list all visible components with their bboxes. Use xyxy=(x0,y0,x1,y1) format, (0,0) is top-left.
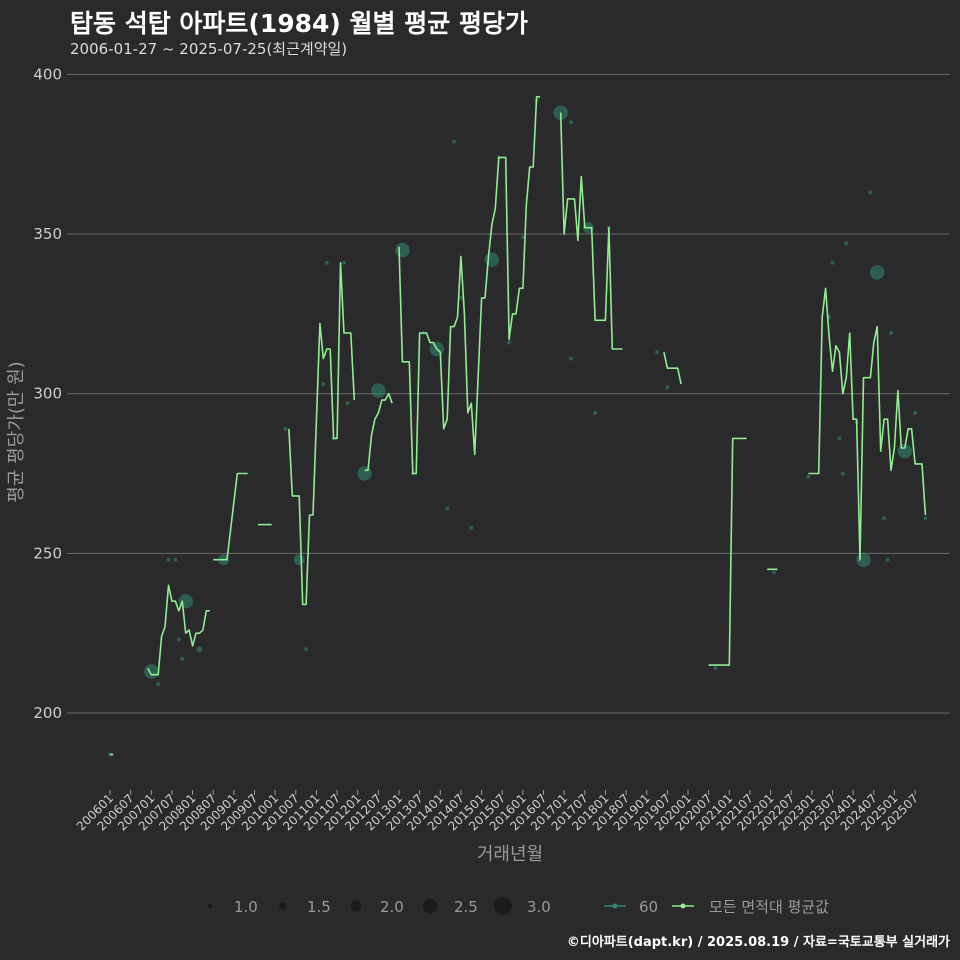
data-point xyxy=(304,647,309,652)
data-point xyxy=(484,252,500,267)
legend-size-dot xyxy=(279,902,287,910)
y-tick-label: 350 xyxy=(33,225,62,243)
series-line xyxy=(663,352,682,385)
legend-size-label: 3.0 xyxy=(527,898,551,916)
data-point xyxy=(856,552,871,567)
data-point xyxy=(882,516,887,521)
series-60-points xyxy=(108,97,928,757)
legend-size-dot xyxy=(208,904,212,908)
x-axis-title: 거래년월 xyxy=(477,844,543,865)
y-tick-label: 200 xyxy=(33,704,62,722)
series-line xyxy=(288,262,356,606)
series-average-lines xyxy=(110,96,927,756)
data-point xyxy=(452,139,457,144)
chart-legend: 1.0 1.5 2.0 2.5 3.0 60 모든 면적대 평균값 xyxy=(208,897,829,916)
y-tick-label: 250 xyxy=(33,544,62,562)
data-point xyxy=(156,682,161,687)
data-point xyxy=(713,666,718,671)
data-point xyxy=(830,260,835,265)
legend-avg-label: 모든 면적대 평균값 xyxy=(709,898,829,916)
series-line xyxy=(708,437,747,666)
legend-avg-dot xyxy=(680,903,686,909)
series-line xyxy=(398,96,541,475)
data-point xyxy=(806,474,811,479)
legend-size-label: 2.5 xyxy=(454,898,478,916)
chart-title: 탑동 석탑 아파트(1984) 월별 평균 평당가 xyxy=(70,9,528,38)
series-line xyxy=(364,392,393,472)
data-point xyxy=(469,525,474,530)
series-line xyxy=(147,584,210,676)
data-point xyxy=(888,331,893,336)
legend-size-label: 1.0 xyxy=(234,898,258,916)
data-point xyxy=(283,426,288,431)
series-line xyxy=(559,112,623,350)
y-axis-title: 평균 평당가(만 원) xyxy=(6,361,27,502)
data-point xyxy=(593,410,598,415)
data-point xyxy=(569,356,574,361)
legend-size-dot xyxy=(422,898,438,914)
y-tick-label: 300 xyxy=(33,385,62,403)
legend-size-label: 2.0 xyxy=(380,898,404,916)
data-point xyxy=(445,506,450,511)
y-axis-ticks: 200 250 300 350 400 xyxy=(33,65,62,722)
data-point xyxy=(913,410,918,415)
data-point xyxy=(180,656,185,661)
y-tick-label: 400 xyxy=(33,65,62,83)
chart-grid xyxy=(67,73,950,714)
data-point xyxy=(665,385,670,390)
data-point xyxy=(507,340,512,345)
data-point xyxy=(869,265,885,280)
data-point xyxy=(357,466,372,481)
legend-60-dot xyxy=(612,903,618,909)
data-point xyxy=(345,401,350,406)
data-point xyxy=(569,120,574,125)
data-point xyxy=(324,260,329,265)
data-point xyxy=(176,637,181,642)
data-point xyxy=(395,242,410,258)
data-point xyxy=(371,383,386,398)
data-point xyxy=(196,646,203,653)
source-caption: ©디아파트(dapt.kr) / 2025.08.19 / 자료=국토교통부 실… xyxy=(566,935,950,950)
data-point xyxy=(341,260,346,265)
legend-size-label: 1.5 xyxy=(307,898,331,916)
series-line xyxy=(808,287,927,561)
data-point xyxy=(458,295,463,300)
data-point xyxy=(321,382,326,387)
legend-60-label: 60 xyxy=(639,898,658,916)
data-point xyxy=(844,241,849,246)
data-point xyxy=(144,664,159,679)
series-line xyxy=(213,472,248,561)
data-point xyxy=(837,436,842,441)
data-point xyxy=(868,190,873,195)
data-point xyxy=(655,350,660,355)
data-point xyxy=(166,557,171,562)
data-point xyxy=(840,471,845,476)
legend-size-dot xyxy=(494,897,512,915)
data-point xyxy=(173,557,178,562)
data-point xyxy=(923,516,928,521)
data-point xyxy=(772,570,777,575)
data-point xyxy=(293,554,305,566)
data-point xyxy=(885,557,890,562)
x-axis-ticks: 2006012006072007012007072008012008072009… xyxy=(74,790,921,834)
data-point xyxy=(520,235,525,240)
chart-subtitle: 2006-01-27 ~ 2025-07-25(최근계약일) xyxy=(70,40,348,58)
legend-size-dot xyxy=(350,900,362,912)
